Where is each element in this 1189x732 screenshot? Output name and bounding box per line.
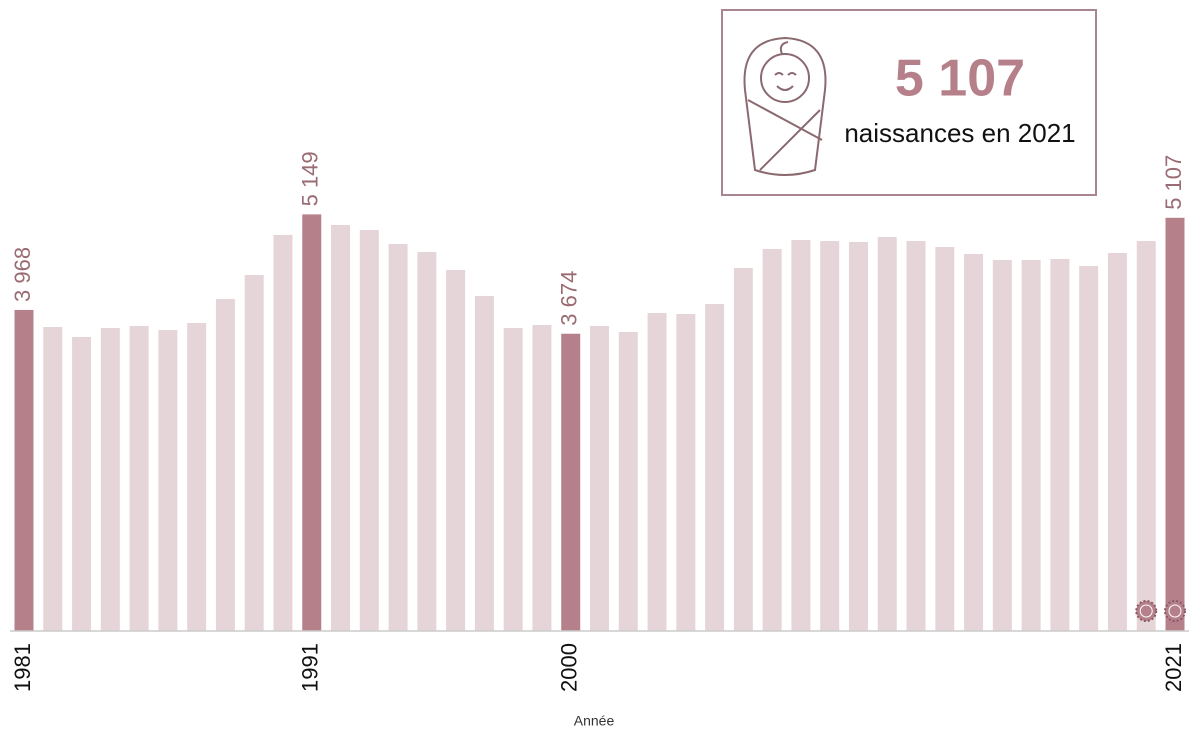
value-label: 5 149	[298, 151, 323, 206]
bar	[1079, 266, 1099, 631]
bar	[474, 295, 494, 631]
x-tick-label: 1981	[10, 643, 35, 692]
bar	[590, 325, 609, 631]
bar	[417, 252, 437, 631]
value-label: 3 674	[557, 271, 582, 326]
bar	[359, 230, 379, 632]
bar	[129, 325, 149, 631]
bar	[1050, 258, 1070, 631]
bar	[388, 244, 408, 631]
callout-box	[721, 9, 1097, 196]
x-tick-label: 2000	[557, 643, 582, 692]
bar	[43, 327, 63, 631]
bar	[1107, 252, 1127, 631]
bar	[1165, 217, 1185, 631]
virus-icon	[1135, 600, 1158, 622]
bar	[331, 224, 351, 632]
bar	[503, 327, 523, 631]
value-label: 3 968	[10, 247, 35, 302]
x-axis-label: Année	[574, 713, 615, 729]
bar	[532, 325, 552, 631]
bar	[906, 241, 926, 631]
bar	[302, 214, 322, 631]
bar	[244, 275, 264, 631]
virus-icon	[1139, 604, 1153, 618]
bar	[1021, 259, 1041, 631]
virus-icon	[1168, 604, 1182, 618]
bar	[676, 313, 696, 631]
bar	[158, 330, 178, 631]
bar	[72, 336, 92, 631]
bar	[935, 247, 955, 632]
bar	[848, 241, 868, 632]
bar	[1136, 241, 1156, 631]
bar	[187, 322, 207, 631]
x-tick-label: 1991	[298, 643, 323, 692]
bar	[561, 333, 581, 631]
bar	[647, 313, 667, 631]
bar	[820, 241, 840, 631]
bar	[791, 239, 811, 631]
x-tick-label: 2021	[1161, 643, 1186, 692]
bar	[964, 253, 984, 632]
virus-icon	[1164, 600, 1186, 622]
bar	[618, 331, 638, 631]
value-label: 5 107	[1161, 155, 1186, 210]
bar	[14, 309, 34, 631]
callout-value: 5 107	[895, 50, 1025, 108]
bar	[762, 249, 782, 631]
bar	[273, 234, 293, 631]
bar	[100, 327, 120, 631]
callout-text: naissances en 2021	[844, 118, 1075, 148]
bar	[877, 236, 897, 632]
baby-icon	[743, 36, 827, 176]
bar	[215, 298, 235, 631]
bar	[705, 303, 725, 631]
bar	[733, 267, 753, 631]
bar	[446, 269, 466, 631]
bar	[992, 259, 1012, 631]
